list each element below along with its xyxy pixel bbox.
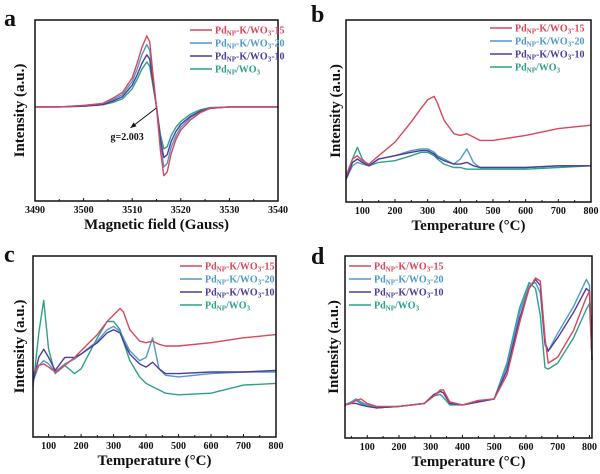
x-tick-label: 800 <box>582 442 597 453</box>
x-tick-label: 700 <box>550 442 565 453</box>
legend-entry: PdNP-K/WO3-20 <box>515 37 585 49</box>
legend-entry: PdNP-K/WO3-20 <box>215 39 285 51</box>
x-tick-label: 400 <box>139 441 154 452</box>
arrow-head-icon <box>130 122 137 128</box>
x-axis-title: Magnetic field (Gauss) <box>84 217 229 233</box>
panel-a: 3490 3500 3510 3520 3530 3540 Magnetic field (… <box>4 6 288 233</box>
x-tick-label: 100 <box>41 441 56 452</box>
series-line-b-1 <box>345 95 592 177</box>
legend-entry: PdNP-K/WO3-20 <box>205 275 275 287</box>
series-line-c-1 <box>32 307 277 375</box>
x-tick-label: 3540 <box>268 205 288 216</box>
x-tick-label: 800 <box>584 206 599 217</box>
legend-entry: PdNP-K/WO3-10 <box>205 288 275 300</box>
legend-entry: PdNP-K/WO3-10 <box>374 288 444 300</box>
x-axis-title: Temperature (°C) <box>412 218 526 234</box>
panel-label: a <box>4 6 16 32</box>
series-line-b-3 <box>345 149 591 180</box>
x-tick-label: 500 <box>487 442 502 453</box>
legend: PdNP-K/WO3-15PdNP-K/WO3-20PdNP-K/WO3-10P… <box>190 26 285 77</box>
x-tick-label: 3530 <box>219 205 239 216</box>
x-tick-label: 200 <box>388 206 403 217</box>
legend: PdNP-K/WO3-15PdNP-K/WO3-20PdNP-K/WO3-10P… <box>490 24 585 75</box>
legend-entry: PdNP-K/WO3-10 <box>215 52 285 64</box>
x-tick-label: 400 <box>455 442 470 453</box>
series-line-a-1 <box>35 35 278 177</box>
annotation-label: g=2.003 <box>111 132 144 143</box>
panel-label: c <box>4 242 15 268</box>
x-tick-label: 500 <box>486 206 501 217</box>
series-line-c-2 <box>32 325 276 383</box>
x-tick-label: 300 <box>106 441 121 452</box>
y-axis-title: Intensity (a.u.) <box>328 64 344 158</box>
legend: PdNP-K/WO3-15PdNP-K/WO3-20PdNP-K/WO3-10P… <box>349 262 444 313</box>
series-line-b-2 <box>345 148 591 180</box>
legend-entry: PdNP-K/WO3-15 <box>205 262 275 274</box>
x-tick-label: 3490 <box>25 205 45 216</box>
x-tick-label: 400 <box>453 206 468 217</box>
x-tick-label: 600 <box>518 206 533 217</box>
x-tick-label: 300 <box>420 206 435 217</box>
plot-frame <box>32 255 277 438</box>
legend-entry: PdNP-K/WO3-20 <box>374 275 444 287</box>
legend-entry: PdNP-K/WO3-15 <box>374 262 444 274</box>
legend: PdNP-K/WO3-15PdNP-K/WO3-20PdNP-K/WO3-10P… <box>180 262 275 313</box>
x-tick-label: 300 <box>423 442 438 453</box>
x-tick-label: 100 <box>355 206 370 217</box>
y-axis-title: Intensity (a.u.) <box>326 300 342 394</box>
x-tick-label: 500 <box>171 441 186 452</box>
x-tick-label: 700 <box>551 206 566 217</box>
x-tick-label: 600 <box>518 442 533 453</box>
x-axis-title: Temperature (°C) <box>412 454 526 470</box>
x-tick-label: 700 <box>236 441 251 452</box>
panel-label: d <box>311 244 325 270</box>
legend-entry: PdNP/WO3 <box>205 301 251 313</box>
panel-d: 100 200 300 400 500 600 700 800 Temperature (°C)… <box>311 244 597 470</box>
series-line-d-2 <box>344 278 593 409</box>
series-line-c-3 <box>32 329 277 382</box>
panel-b: 100 200 300 400 500 600 700 800 Temperature (°C)… <box>311 2 599 234</box>
legend-entry: PdNP-K/WO3-15 <box>515 24 585 36</box>
x-tick-label: 200 <box>391 442 406 453</box>
legend-entry: PdNP-K/WO3-10 <box>515 50 585 62</box>
plot-frame <box>344 255 593 439</box>
x-axis-title: Temperature (°C) <box>98 453 212 469</box>
y-axis-title: Intensity (a.u.) <box>12 64 28 158</box>
y-axis-title: Intensity (a.u.) <box>12 300 28 394</box>
x-tick-label: 600 <box>204 441 219 452</box>
x-tick-label: 800 <box>269 441 284 452</box>
legend-entry: PdNP-K/WO3-15 <box>215 26 285 38</box>
x-tick-label: 3520 <box>171 205 191 216</box>
legend-entry: PdNP/WO3 <box>215 65 261 77</box>
panel-c: 100 200 300 400 500 600 700 800 Temperature (°C)… <box>4 242 284 469</box>
x-tick-label: 3510 <box>122 205 142 216</box>
x-tick-label: 200 <box>74 441 89 452</box>
series-line-d-1 <box>344 277 593 408</box>
legend-entry: PdNP/WO3 <box>374 301 420 313</box>
panel-label: b <box>311 2 324 28</box>
x-tick-label: 3500 <box>74 205 94 216</box>
x-tick-label: 100 <box>360 442 375 453</box>
legend-entry: PdNP/WO3 <box>515 63 561 75</box>
plot-frame <box>345 19 592 203</box>
series-line-d-3 <box>344 278 593 409</box>
